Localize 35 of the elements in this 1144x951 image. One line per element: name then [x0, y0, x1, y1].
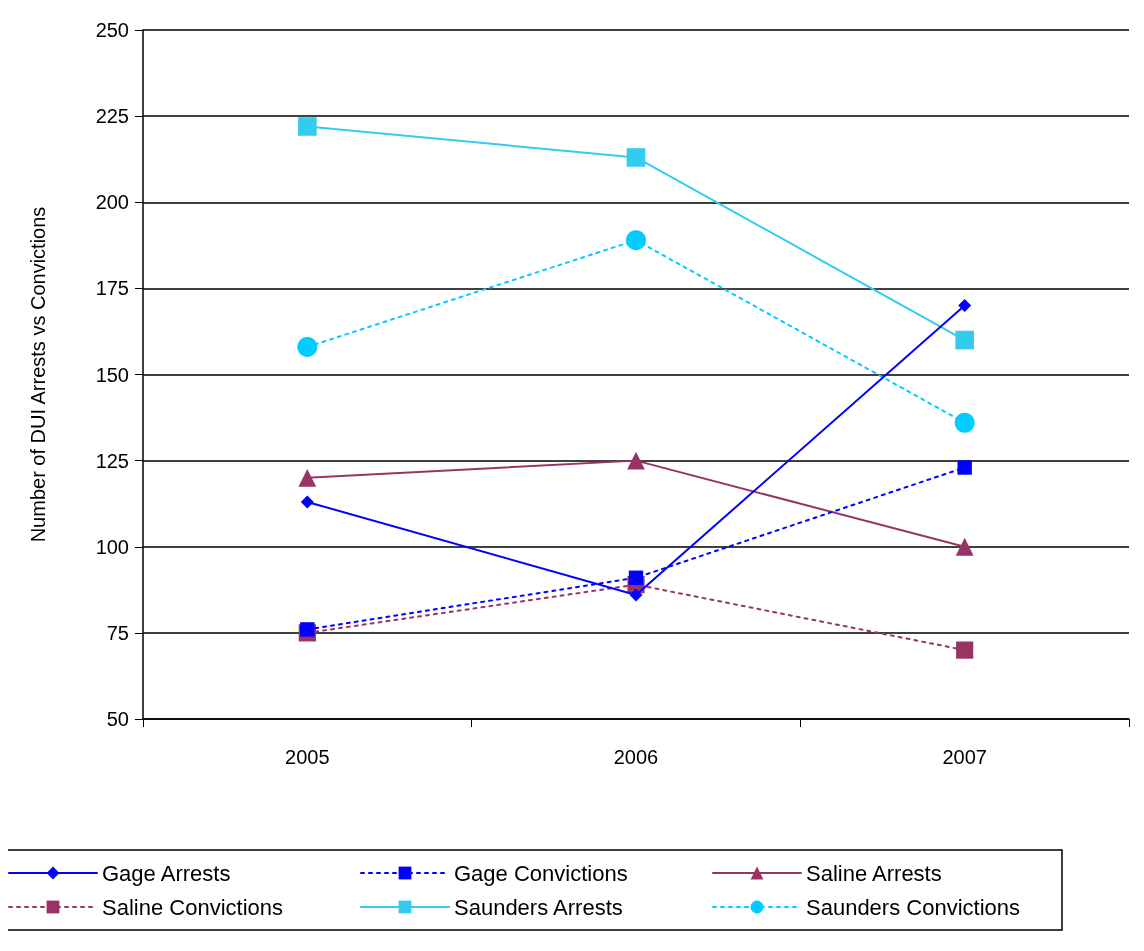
y-tick-label: 225 [95, 105, 129, 128]
y-tick-label: 100 [95, 535, 129, 558]
y-tick-label: 125 [95, 449, 129, 472]
point [626, 230, 646, 251]
point [626, 148, 646, 167]
point [955, 537, 974, 556]
point [956, 641, 974, 659]
y-tick-label: 250 [95, 19, 129, 41]
y-tick-label: 175 [95, 277, 129, 300]
legend-label: Saline Convictions [102, 894, 283, 920]
y-tick-label: 150 [95, 363, 129, 386]
point [955, 330, 974, 350]
point [298, 468, 317, 487]
point [957, 460, 972, 475]
point [627, 451, 645, 470]
point [297, 336, 318, 357]
legend-label: Saunders Convictions [806, 894, 1021, 920]
legend-label: Saline Arrests [806, 860, 942, 886]
y-tick-label: 200 [95, 191, 129, 214]
legend-label: Gage Arrests [102, 860, 231, 886]
y-axis-title: Number of DUI Arrests vs Convictions [27, 206, 49, 543]
point [298, 117, 317, 136]
point [628, 570, 644, 585]
point [300, 622, 315, 637]
y-tick-label: 75 [106, 621, 129, 644]
point [300, 495, 314, 509]
x-tick-label: 2007 [942, 746, 987, 768]
point [958, 299, 972, 313]
legend-label: Saunders Arrests [454, 894, 623, 920]
point [629, 588, 643, 602]
point [954, 412, 975, 433]
x-tick-label: 2006 [613, 746, 659, 768]
legend-label: Gage Convictions [454, 860, 628, 886]
y-tick-label: 50 [106, 708, 129, 730]
x-tick-label: 2005 [285, 746, 330, 768]
